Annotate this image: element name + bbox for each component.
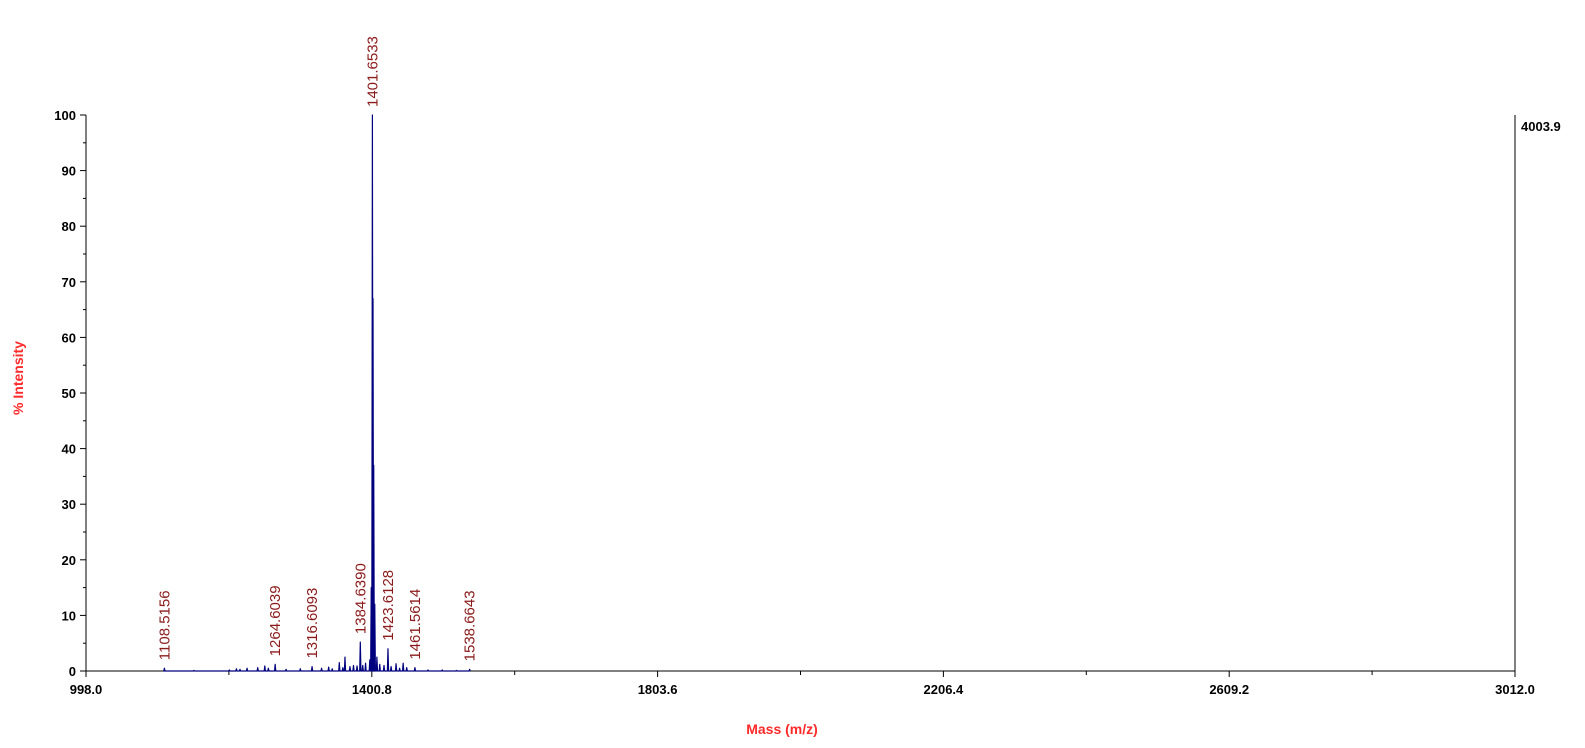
- y-tick-label: 80: [62, 219, 76, 234]
- y-ticks: 0 10 20 30 40 50 60 70 80 90 100: [54, 108, 86, 679]
- x-tick-label: 2609.2: [1209, 682, 1249, 697]
- peak-label: 1538.6643: [462, 590, 479, 661]
- axes: [85, 115, 1516, 672]
- x-tick-label: 2206.4: [924, 682, 965, 697]
- y-tick-label: 100: [54, 108, 76, 123]
- peak-label: 1401.6533: [364, 36, 381, 107]
- y-tick-label: 50: [62, 386, 76, 401]
- max-intensity-label: 4003.9: [1521, 119, 1561, 134]
- peak-label: 1108.5156: [156, 590, 173, 660]
- y-tick-label: 20: [62, 553, 76, 568]
- y-tick-label: 60: [62, 330, 76, 345]
- peak-labels: 1108.5156 1264.6039 1316.6093 1384.6390 1401…: [156, 36, 478, 661]
- y-tick-label: 40: [62, 442, 76, 457]
- x-tick-label: 3012.0: [1495, 682, 1535, 697]
- y-tick-label: 70: [62, 275, 76, 290]
- x-tick-label: 1400.8: [352, 682, 392, 697]
- x-axis-title: Mass (m/z): [746, 721, 818, 737]
- peak-label: 1264.6039: [267, 585, 284, 656]
- y-tick-label: 10: [62, 608, 76, 623]
- y-tick-label: 90: [62, 164, 76, 179]
- y-tick-label: 30: [62, 497, 76, 512]
- peak-label: 1384.6390: [352, 563, 369, 634]
- y-tick-label: 0: [69, 664, 76, 679]
- x-tick-label: 1803.6: [638, 682, 678, 697]
- peak-label: 1461.5614: [407, 589, 424, 660]
- peak-label: 1423.6128: [380, 570, 397, 641]
- x-ticks: 998.0 1400.8 1803.6 2206.4 2609.2 3012.0: [70, 671, 1535, 697]
- y-axis-title: % Intensity: [10, 341, 26, 415]
- x-tick-label: 998.0: [70, 682, 103, 697]
- spectrum-line: [163, 114, 471, 672]
- peak-label: 1316.6093: [304, 588, 321, 659]
